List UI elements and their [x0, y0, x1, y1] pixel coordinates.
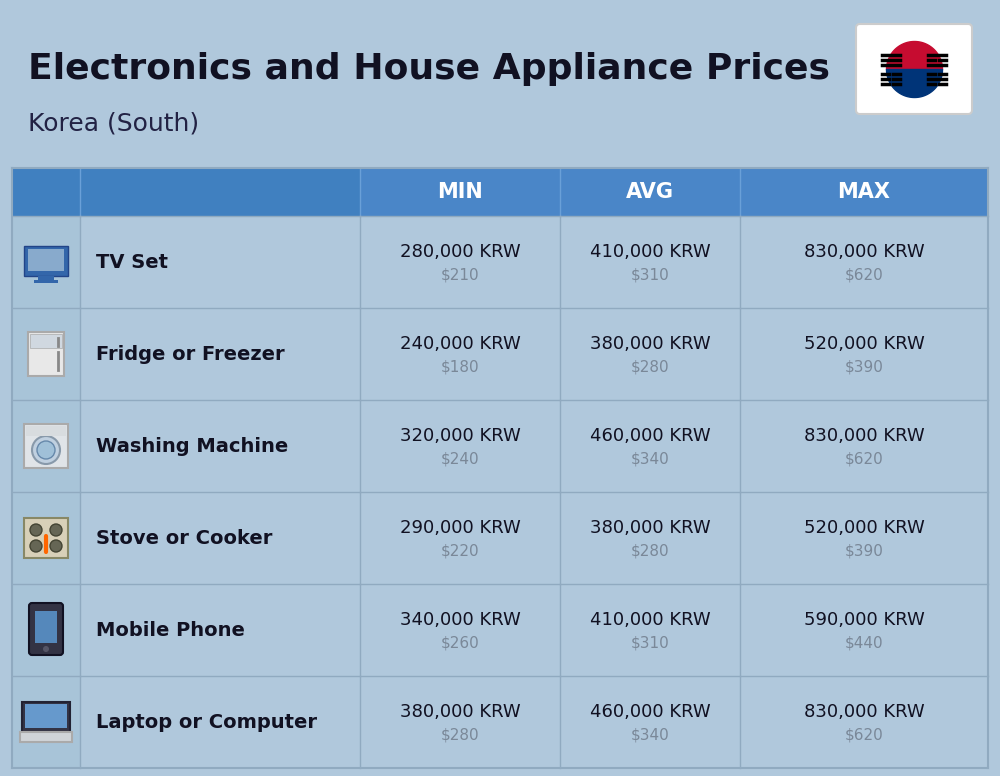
FancyBboxPatch shape — [29, 603, 63, 655]
Text: 380,000 KRW: 380,000 KRW — [590, 335, 710, 353]
Bar — [30, 334, 62, 348]
Text: 520,000 KRW: 520,000 KRW — [804, 335, 924, 353]
Text: Electronics and House Appliance Prices: Electronics and House Appliance Prices — [28, 52, 830, 86]
Bar — [24, 424, 68, 468]
Text: Fridge or Freezer: Fridge or Freezer — [96, 345, 285, 363]
Bar — [38, 276, 54, 281]
Circle shape — [37, 441, 55, 459]
Text: $280: $280 — [631, 359, 669, 375]
Text: 830,000 KRW: 830,000 KRW — [804, 427, 924, 445]
Bar — [12, 584, 80, 676]
Bar — [12, 168, 988, 216]
Bar — [12, 216, 988, 308]
Bar — [20, 732, 72, 742]
Text: TV Set: TV Set — [96, 252, 168, 272]
Bar — [24, 246, 68, 276]
Text: 380,000 KRW: 380,000 KRW — [590, 519, 710, 537]
Text: 830,000 KRW: 830,000 KRW — [804, 703, 924, 721]
Text: 460,000 KRW: 460,000 KRW — [590, 427, 710, 445]
Text: $620: $620 — [845, 728, 883, 743]
Bar — [26, 426, 66, 436]
Text: Korea (South): Korea (South) — [28, 112, 199, 136]
Text: 380,000 KRW: 380,000 KRW — [400, 703, 520, 721]
Bar — [12, 168, 360, 216]
Bar — [28, 332, 64, 376]
Text: $620: $620 — [845, 452, 883, 466]
Bar — [12, 492, 988, 584]
Text: $210: $210 — [441, 268, 479, 282]
Text: $440: $440 — [845, 636, 883, 650]
Circle shape — [30, 524, 42, 536]
Bar — [12, 584, 988, 676]
Text: $310: $310 — [631, 636, 669, 650]
Text: Mobile Phone: Mobile Phone — [96, 621, 245, 639]
Bar — [25, 704, 67, 728]
Text: $220: $220 — [441, 543, 479, 559]
Text: 520,000 KRW: 520,000 KRW — [804, 519, 924, 537]
Bar — [28, 249, 64, 271]
Text: $280: $280 — [631, 543, 669, 559]
Text: $340: $340 — [631, 728, 669, 743]
Text: $390: $390 — [845, 359, 883, 375]
Text: MAX: MAX — [838, 182, 891, 202]
Text: 410,000 KRW: 410,000 KRW — [590, 243, 710, 261]
Text: 340,000 KRW: 340,000 KRW — [400, 611, 520, 629]
Text: Stove or Cooker: Stove or Cooker — [96, 528, 272, 548]
Bar — [12, 400, 80, 492]
Text: $310: $310 — [631, 268, 669, 282]
FancyBboxPatch shape — [856, 24, 972, 114]
Text: $280: $280 — [441, 728, 479, 743]
Text: 410,000 KRW: 410,000 KRW — [590, 611, 710, 629]
Text: Washing Machine: Washing Machine — [96, 436, 288, 456]
Bar — [34, 280, 58, 283]
Text: MIN: MIN — [437, 182, 483, 202]
Text: 290,000 KRW: 290,000 KRW — [400, 519, 520, 537]
Bar — [12, 216, 80, 308]
Bar — [12, 676, 80, 768]
Text: Laptop or Computer: Laptop or Computer — [96, 712, 317, 732]
Text: $260: $260 — [441, 636, 479, 650]
Text: $340: $340 — [631, 452, 669, 466]
Circle shape — [30, 540, 42, 552]
Bar — [35, 611, 57, 643]
Text: $390: $390 — [845, 543, 883, 559]
Bar — [12, 492, 80, 584]
Circle shape — [886, 41, 942, 97]
Text: 240,000 KRW: 240,000 KRW — [400, 335, 520, 353]
Circle shape — [32, 436, 60, 464]
Bar — [22, 702, 70, 732]
Bar — [12, 308, 988, 400]
Circle shape — [50, 524, 62, 536]
Bar — [12, 400, 988, 492]
Text: 590,000 KRW: 590,000 KRW — [804, 611, 924, 629]
Text: $620: $620 — [845, 268, 883, 282]
Text: 280,000 KRW: 280,000 KRW — [400, 243, 520, 261]
Text: $180: $180 — [441, 359, 479, 375]
Circle shape — [43, 646, 49, 652]
Bar — [12, 308, 80, 400]
Text: 320,000 KRW: 320,000 KRW — [400, 427, 520, 445]
Text: $240: $240 — [441, 452, 479, 466]
Bar — [24, 518, 68, 558]
Text: 830,000 KRW: 830,000 KRW — [804, 243, 924, 261]
Circle shape — [50, 540, 62, 552]
Bar — [12, 676, 988, 768]
Text: AVG: AVG — [626, 182, 674, 202]
Text: 460,000 KRW: 460,000 KRW — [590, 703, 710, 721]
